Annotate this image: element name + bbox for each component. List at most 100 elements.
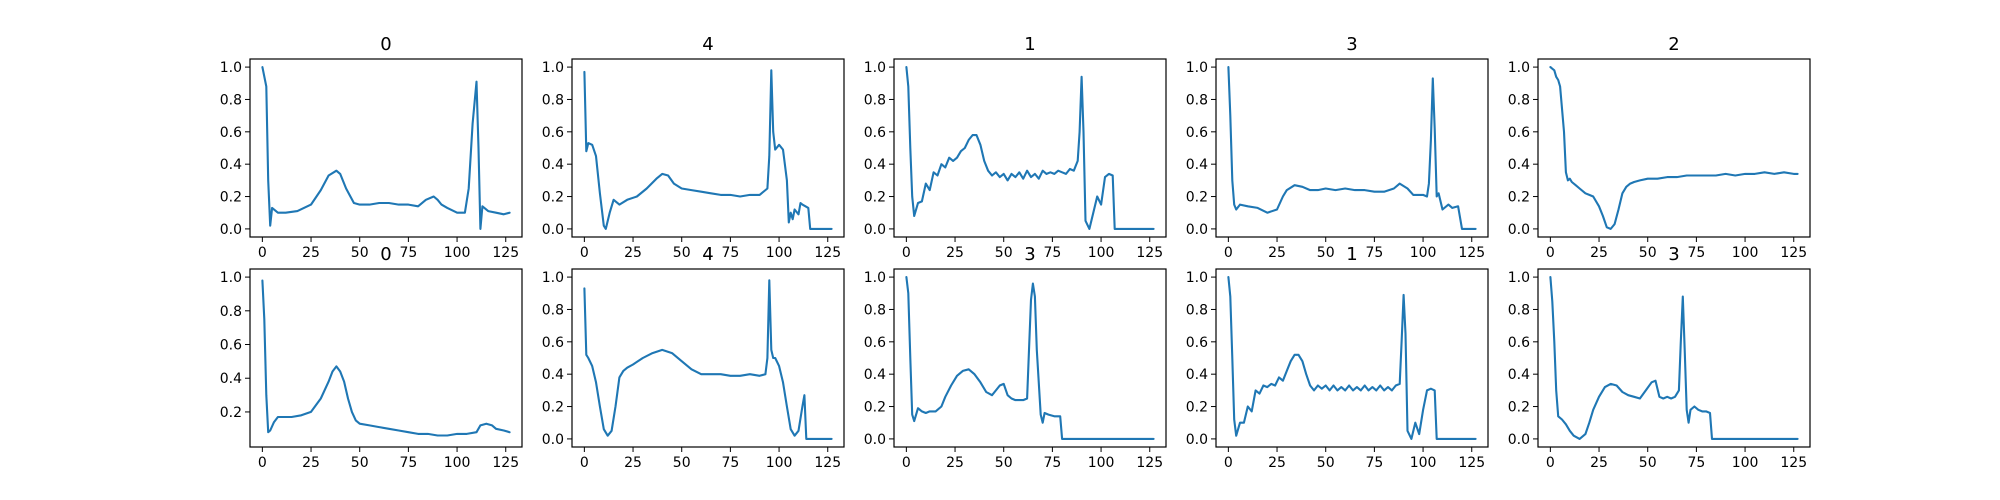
series-line (262, 281, 509, 436)
x-tick-label: 75 (1687, 455, 1705, 471)
x-tick-label: 0 (580, 245, 589, 261)
x-tick-label: 100 (1732, 455, 1759, 471)
y-tick-label: 1.0 (1508, 60, 1530, 76)
y-tick-label: 0.0 (220, 222, 242, 238)
x-tick-label: 100 (1088, 245, 1115, 261)
x-tick-label: 125 (1458, 455, 1485, 471)
y-tick-label: 0.2 (1186, 190, 1208, 206)
x-tick-label: 75 (721, 245, 739, 261)
x-tick-label: 125 (1458, 245, 1485, 261)
subplot-8: 3 0 25 50 75 100 125 0.0 0.2 0.4 0.6 0.8 1.0 (864, 244, 1166, 471)
y-tick-label: 0.6 (864, 335, 886, 351)
axes-frame (1216, 59, 1488, 237)
x-tick-label: 125 (492, 245, 519, 261)
y-tick-label: 1.0 (542, 270, 564, 286)
x-tick-label: 25 (946, 455, 964, 471)
x-tick-label: 125 (1136, 455, 1163, 471)
y-tick-label: 0.2 (1508, 400, 1530, 416)
x-tick-label: 0 (258, 245, 267, 261)
subplot-6: 0 0 25 50 75 100 125 0.2 0.4 0.6 0.8 1.0 (220, 244, 522, 471)
x-tick-label: 50 (1639, 455, 1657, 471)
y-tick-label: 0.4 (220, 157, 242, 173)
x-tick-label: 50 (673, 455, 691, 471)
y-tick-label: 0.2 (864, 400, 886, 416)
x-tick-label: 75 (721, 455, 739, 471)
y-tick-label: 0.4 (864, 367, 886, 383)
subplot-title: 4 (702, 34, 713, 55)
y-tick-label: 0.8 (542, 92, 564, 108)
x-tick-label: 25 (624, 455, 642, 471)
series-line (584, 280, 831, 439)
x-tick-label: 75 (399, 245, 417, 261)
axes-frame (1538, 59, 1810, 237)
y-tick-label: 0.0 (1186, 432, 1208, 448)
subplot-title: 0 (380, 244, 391, 265)
y-tick-label: 1.0 (1508, 270, 1530, 286)
series-line (584, 70, 831, 229)
x-tick-label: 25 (1268, 245, 1286, 261)
y-tick-label: 0.4 (864, 157, 886, 173)
x-tick-label: 25 (1590, 245, 1608, 261)
subplot-4: 30 25 50 75 100 1250.00.20.40.60.81.0 (1186, 34, 1488, 261)
y-tick-label: 1.0 (1186, 60, 1208, 76)
x-tick-label: 25 (1268, 455, 1286, 471)
y-tick-label: 0.4 (542, 157, 564, 173)
y-tick-label: 0.6 (220, 338, 242, 354)
y-tick-label: 0.8 (1508, 92, 1530, 108)
x-tick-label: 50 (1317, 455, 1335, 471)
x-tick-label: 0 (1546, 455, 1555, 471)
y-tick-label: 1.0 (1186, 270, 1208, 286)
x-tick-label: 100 (1732, 245, 1759, 261)
y-tick-label: 1.0 (864, 270, 886, 286)
x-tick-label: 25 (624, 245, 642, 261)
y-tick-label: 0.0 (864, 432, 886, 448)
x-tick-label: 125 (814, 245, 841, 261)
x-tick-label: 50 (351, 245, 369, 261)
y-tick-label: 0.6 (1508, 335, 1530, 351)
x-tick-label: 25 (946, 245, 964, 261)
y-tick-label: 0.8 (864, 302, 886, 318)
y-tick-label: 0.6 (542, 335, 564, 351)
x-tick-label: 100 (1088, 455, 1115, 471)
subplot-5: 20 25 50 75 100 1250.00.20.40.60.81.0 (1508, 34, 1810, 261)
y-tick-label: 0.2 (220, 190, 242, 206)
series-line (906, 67, 1153, 229)
x-tick-label: 100 (444, 455, 471, 471)
x-tick-label: 125 (1136, 245, 1163, 261)
y-tick-label: 0.8 (1508, 302, 1530, 318)
x-tick-label: 75 (1365, 455, 1383, 471)
x-tick-label: 50 (995, 455, 1013, 471)
x-tick-label: 25 (302, 245, 320, 261)
subplot-title: 3 (1668, 244, 1679, 265)
x-tick-label: 0 (1546, 245, 1555, 261)
x-tick-label: 0 (1224, 455, 1233, 471)
x-tick-label: 100 (1410, 245, 1437, 261)
series-line (262, 67, 509, 229)
y-tick-label: 0.4 (1186, 157, 1208, 173)
y-tick-label: 0.8 (220, 304, 242, 320)
x-tick-label: 75 (399, 455, 417, 471)
y-tick-label: 0.6 (864, 125, 886, 141)
axes-frame (1538, 269, 1810, 447)
x-tick-label: 125 (492, 455, 519, 471)
y-tick-label: 0.8 (542, 302, 564, 318)
y-tick-label: 0.0 (864, 222, 886, 238)
y-tick-label: 0.8 (1186, 92, 1208, 108)
subplot-title: 1 (1024, 34, 1035, 55)
x-tick-label: 25 (302, 455, 320, 471)
x-tick-label: 0 (902, 245, 911, 261)
y-tick-label: 1.0 (220, 270, 242, 286)
subplot-2: 4 0 25 50 75 100 125 0.0 0.2 0.4 0.6 0.8 1.0 (542, 34, 844, 261)
y-tick-label: 0.8 (220, 92, 242, 108)
series-line (906, 277, 1153, 439)
y-tick-label: 0.4 (542, 367, 564, 383)
y-tick-label: 0.0 (1508, 432, 1530, 448)
x-tick-label: 50 (351, 455, 369, 471)
axes-frame (894, 59, 1166, 237)
x-tick-label: 25 (1590, 455, 1608, 471)
y-tick-label: 0.6 (220, 125, 242, 141)
subplot-title: 3 (1024, 244, 1035, 265)
subplot-3: 1 0 25 50 75 100 125 0.0 0.2 0.4 0.6 0.8 1.0 (864, 34, 1166, 261)
y-tick-label: 0.2 (220, 405, 242, 421)
x-tick-label: 100 (444, 245, 471, 261)
